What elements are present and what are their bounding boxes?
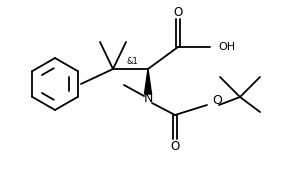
Polygon shape — [144, 69, 152, 94]
Text: O: O — [212, 95, 222, 107]
Text: OH: OH — [218, 42, 235, 52]
Text: O: O — [173, 5, 183, 19]
Text: &1: &1 — [126, 56, 138, 65]
Text: N: N — [143, 93, 153, 105]
Text: O: O — [170, 139, 180, 153]
